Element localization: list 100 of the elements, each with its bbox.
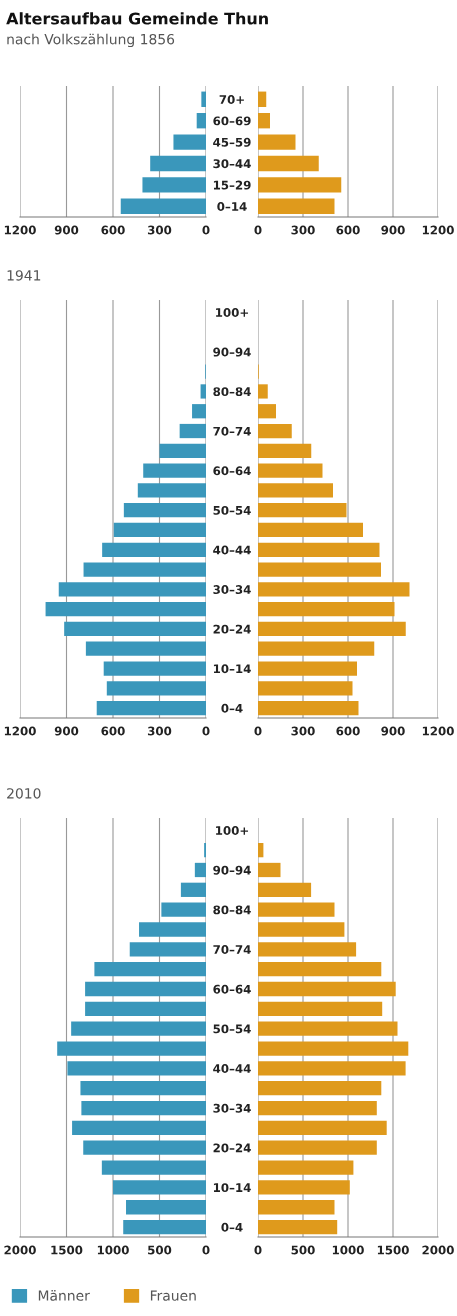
x-tick-label: 0 bbox=[254, 225, 262, 235]
y-tick-label: 90–94 bbox=[213, 347, 251, 357]
x-tick-label: 500 bbox=[148, 1245, 172, 1255]
x-tick-label: 0 bbox=[202, 225, 210, 235]
bar bbox=[258, 661, 357, 676]
x-tick-label: 1500 bbox=[51, 1245, 83, 1255]
y-tick-label: 30–34 bbox=[213, 1103, 251, 1113]
bar bbox=[58, 582, 206, 597]
x-tick-label: 600 bbox=[101, 726, 125, 736]
x-tick-label: 1000 bbox=[97, 1245, 129, 1255]
bar bbox=[258, 1180, 350, 1195]
bar bbox=[67, 1061, 206, 1076]
y-tick-label: 60–64 bbox=[213, 466, 251, 476]
bar bbox=[96, 700, 206, 716]
bar bbox=[258, 562, 381, 577]
bar bbox=[179, 423, 206, 439]
y-tick-label: 0–4 bbox=[221, 1222, 243, 1232]
y-tick-label: 60–69 bbox=[213, 116, 251, 126]
bar bbox=[258, 463, 323, 478]
bar bbox=[258, 384, 268, 399]
bar bbox=[106, 681, 206, 696]
x-tick-label: 300 bbox=[147, 726, 172, 736]
x-tick-label: 1200 bbox=[422, 225, 454, 235]
bar bbox=[123, 503, 206, 518]
bar bbox=[258, 862, 281, 878]
y-tick-label: 20–24 bbox=[213, 1143, 251, 1153]
bar bbox=[258, 155, 319, 172]
y-tick-label: 0–4 bbox=[221, 703, 243, 713]
x-tick-label: 1500 bbox=[377, 1245, 409, 1255]
bar bbox=[258, 1100, 377, 1116]
bar bbox=[258, 1001, 383, 1016]
bar bbox=[71, 1021, 206, 1036]
bar bbox=[258, 582, 410, 597]
bar bbox=[258, 443, 312, 458]
bar bbox=[258, 91, 267, 107]
bar bbox=[258, 522, 363, 538]
y-tick-label: 80–84 bbox=[213, 387, 251, 397]
bar bbox=[57, 1041, 206, 1056]
bar bbox=[83, 1140, 206, 1155]
bar bbox=[126, 1200, 206, 1215]
x-tick-label: 1200 bbox=[4, 726, 36, 736]
bar bbox=[159, 443, 206, 458]
bar bbox=[258, 942, 357, 957]
x-tick-label: 600 bbox=[336, 726, 360, 736]
bar bbox=[258, 621, 406, 637]
bar bbox=[85, 981, 206, 997]
chart-title: 1941 bbox=[7, 270, 41, 281]
bar bbox=[85, 641, 206, 656]
y-tick-label: 40–44 bbox=[213, 545, 251, 555]
y-tick-label: 80–84 bbox=[213, 905, 251, 915]
bar bbox=[139, 922, 206, 937]
bar bbox=[258, 922, 345, 937]
bar bbox=[258, 843, 264, 858]
x-tick-label: 1000 bbox=[332, 1245, 364, 1255]
bar bbox=[258, 1021, 398, 1036]
x-tick-label: 300 bbox=[291, 225, 315, 235]
x-tick-label: 900 bbox=[54, 726, 79, 736]
bar bbox=[258, 503, 347, 518]
y-tick-label: 10–14 bbox=[213, 664, 251, 674]
bar bbox=[258, 177, 342, 193]
y-tick-label: 0–14 bbox=[217, 202, 247, 211]
y-tick-label: 30–34 bbox=[213, 585, 251, 595]
chart-title: 2010 bbox=[7, 788, 41, 799]
y-tick-label: 20–24 bbox=[213, 624, 251, 634]
bar bbox=[113, 1180, 206, 1195]
bar bbox=[142, 177, 206, 193]
bar bbox=[201, 91, 206, 107]
bar bbox=[103, 661, 206, 676]
bar bbox=[258, 641, 375, 656]
legend-label: Männer bbox=[38, 1290, 90, 1301]
x-tick-label: 900 bbox=[54, 225, 79, 235]
bar bbox=[258, 1160, 354, 1175]
bar bbox=[258, 1061, 406, 1076]
legend-label: Frauen bbox=[150, 1290, 196, 1301]
bar bbox=[258, 1081, 382, 1096]
bar bbox=[258, 1120, 387, 1136]
x-tick-label: 300 bbox=[291, 726, 315, 736]
bar bbox=[150, 155, 206, 172]
bar bbox=[137, 483, 206, 498]
bar bbox=[102, 542, 206, 557]
bar bbox=[258, 902, 335, 917]
bar bbox=[161, 902, 206, 917]
y-tick-label: 40–44 bbox=[213, 1064, 251, 1074]
bar bbox=[173, 134, 206, 150]
bar bbox=[143, 463, 206, 478]
bar bbox=[80, 1081, 206, 1096]
bar bbox=[180, 882, 206, 897]
bar bbox=[258, 112, 270, 129]
bar bbox=[258, 1200, 335, 1215]
x-tick-label: 0 bbox=[202, 726, 210, 736]
x-tick-label: 1200 bbox=[422, 726, 454, 736]
y-tick-label: 70+ bbox=[219, 94, 244, 104]
x-tick-label: 900 bbox=[381, 225, 405, 235]
bar bbox=[129, 942, 206, 957]
y-tick-label: 10–14 bbox=[213, 1183, 251, 1193]
bar bbox=[258, 542, 380, 557]
y-tick-label: 60–64 bbox=[213, 984, 251, 994]
bar bbox=[258, 700, 359, 716]
bar bbox=[258, 1140, 377, 1155]
bar bbox=[101, 1160, 206, 1175]
